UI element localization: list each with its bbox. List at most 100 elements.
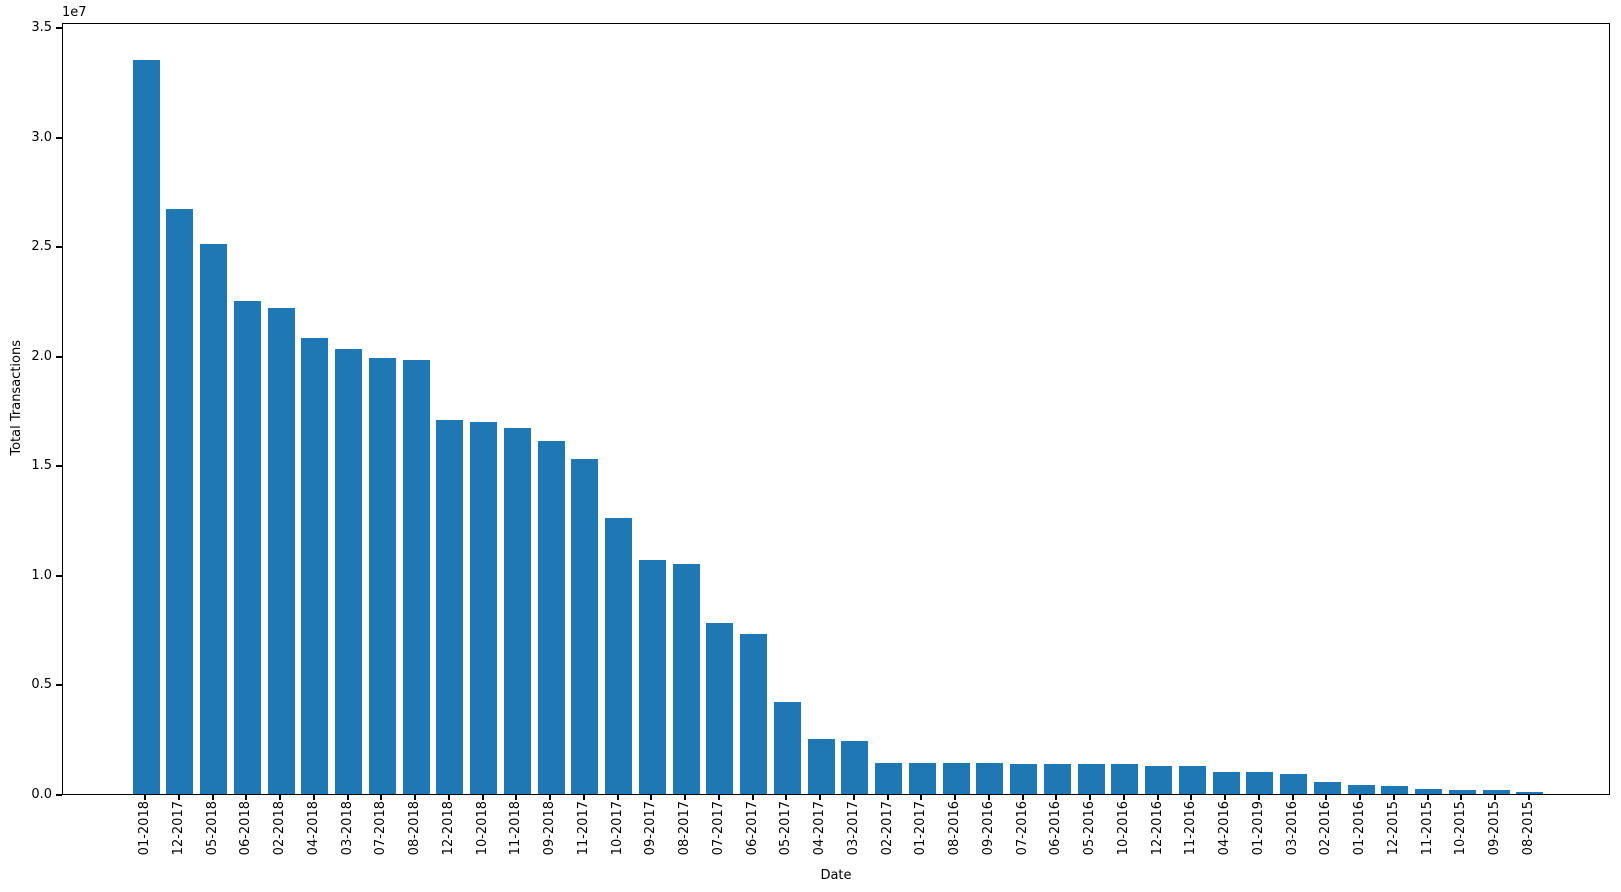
- x-tick-mark: [920, 795, 923, 800]
- x-tick-label: 10-2018: [474, 801, 490, 856]
- x-tick-mark: [1460, 795, 1463, 800]
- x-tick-mark: [380, 795, 383, 800]
- x-tick-mark: [1089, 795, 1091, 800]
- x-tick-mark: [1021, 795, 1024, 800]
- bar-06-2016: [1043, 764, 1071, 794]
- bar-03-2018: [335, 349, 362, 794]
- x-tick-mark: [1224, 795, 1226, 800]
- bar-05-2016: [1077, 764, 1105, 794]
- bar-09-2015: [1482, 790, 1510, 794]
- x-tick-label: 09-2018: [542, 801, 557, 856]
- x-tick-label: 09-2017: [643, 801, 659, 856]
- x-tick-label: 12-2017: [170, 801, 186, 856]
- x-tick-mark: [819, 795, 821, 800]
- x-tick-mark: [1494, 795, 1496, 800]
- x-tick-mark: [886, 795, 889, 800]
- x-tick-label: 08-2017: [677, 801, 692, 856]
- x-tick-mark: [987, 795, 990, 800]
- x-tick-label: 03-2016: [1284, 801, 1300, 856]
- x-tick-label: 03-2017: [845, 801, 861, 856]
- x-tick-label: 07-2018: [373, 801, 389, 856]
- y-tick-label: 0.0: [31, 786, 52, 802]
- bar-02-2017: [875, 763, 902, 794]
- x-tick-mark: [549, 795, 551, 800]
- bar-07-2016: [1010, 764, 1037, 794]
- x-tick-mark: [1325, 795, 1328, 800]
- y-tick-mark: [56, 246, 62, 248]
- x-tick-label: 07-2016: [1014, 801, 1030, 856]
- x-tick-mark: [144, 795, 146, 800]
- bar-10-2018: [470, 421, 497, 794]
- x-tick-label: 01-2018: [137, 801, 152, 856]
- x-tick-mark: [177, 795, 180, 800]
- bar-07-2018: [368, 358, 396, 794]
- x-tick-mark: [346, 795, 349, 800]
- y-tick-label: 2.5: [31, 239, 52, 254]
- x-tick-mark: [1291, 795, 1294, 800]
- bar-03-2017: [841, 741, 869, 794]
- bar-07-2017: [706, 623, 734, 794]
- bar-01-2016: [1347, 785, 1375, 794]
- x-tick-label: 05-2018: [204, 801, 220, 856]
- bar-04-2018: [301, 338, 329, 794]
- bar-10-2017: [605, 518, 632, 794]
- x-tick-label: 11-2016: [1183, 801, 1199, 856]
- bar-04-2016: [1212, 772, 1240, 794]
- x-tick-mark: [1055, 795, 1058, 800]
- x-tick-label: 01-2016: [1352, 801, 1367, 856]
- x-tick-label: 03-2018: [339, 801, 355, 856]
- bar-11-2016: [1178, 765, 1206, 794]
- x-tick-label: 12-2018: [440, 801, 456, 856]
- bar-08-2018: [402, 360, 430, 794]
- x-tick-label: 12-2016: [1149, 801, 1165, 856]
- x-tick-label: 01-2019: [1250, 801, 1266, 856]
- x-tick-label: 04-2017: [812, 801, 827, 856]
- x-tick-mark: [1190, 795, 1193, 800]
- y-tick-mark: [56, 355, 62, 358]
- bar-12-2016: [1145, 765, 1172, 794]
- bar-11-2015: [1415, 788, 1442, 794]
- x-tick-label: 11-2017: [575, 801, 591, 856]
- bar-12-2017: [166, 209, 194, 794]
- bar-08-2016: [942, 763, 970, 794]
- bar-11-2018: [503, 428, 531, 794]
- x-tick-label: 10-2017: [609, 801, 625, 856]
- x-tick-mark: [1156, 795, 1159, 800]
- x-tick-mark: [481, 795, 484, 800]
- x-tick-label: 02-2018: [272, 801, 287, 856]
- bar-08-2017: [672, 564, 700, 794]
- bar-09-2018: [537, 441, 565, 794]
- x-tick-label: 08-2016: [947, 801, 962, 856]
- x-tick-label: 12-2015: [1385, 801, 1401, 856]
- x-tick-mark: [717, 795, 720, 800]
- bar-02-2018: [267, 307, 295, 794]
- x-tick-label: 04-2018: [305, 801, 321, 856]
- bar-12-2015: [1381, 786, 1409, 794]
- bar-01-2019: [1246, 772, 1274, 794]
- bar-05-2017: [773, 702, 801, 794]
- x-tick-label: 08-2015: [1520, 801, 1536, 856]
- x-tick-label: 11-2015: [1419, 801, 1435, 856]
- y-tick-label: 3.0: [31, 129, 52, 145]
- bar-05-2018: [200, 244, 227, 794]
- x-tick-mark: [582, 795, 585, 800]
- bar-11-2017: [571, 458, 599, 794]
- x-tick-mark: [751, 795, 754, 800]
- x-tick-mark: [414, 795, 416, 800]
- y-tick-mark: [56, 684, 62, 686]
- bar-01-2018: [132, 60, 160, 794]
- y-tick-label: 1.5: [31, 458, 52, 473]
- x-tick-label: 06-2016: [1048, 801, 1064, 856]
- y-tick-label: 0.5: [31, 677, 52, 692]
- x-tick-label: 02-2017: [879, 801, 895, 856]
- x-tick-mark: [245, 795, 248, 800]
- x-tick-label: 05-2016: [1082, 801, 1097, 856]
- bar-04-2017: [807, 739, 835, 794]
- bar-12-2018: [436, 419, 464, 794]
- x-tick-label: 09-2015: [1487, 801, 1502, 856]
- x-tick-label: 10-2015: [1453, 801, 1469, 856]
- x-tick-mark: [954, 795, 956, 800]
- x-tick-mark: [312, 795, 315, 800]
- x-tick-mark: [515, 795, 518, 800]
